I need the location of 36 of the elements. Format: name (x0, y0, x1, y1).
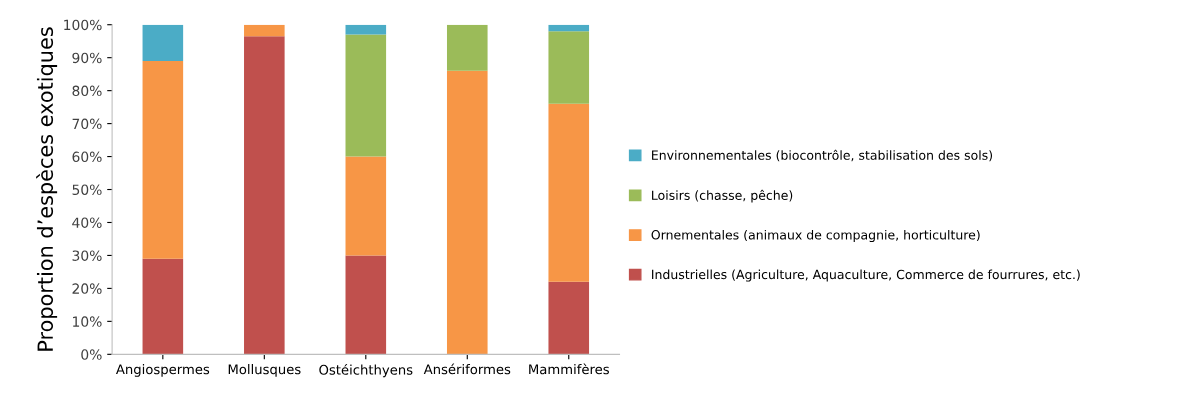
x-tick-label: Ansériformes (423, 363, 511, 375)
x-tick-label: Ostéichthyens (319, 364, 413, 378)
y-tick-label: 0% (81, 349, 102, 360)
y-tick-label: 50% (72, 184, 102, 195)
y-tick-label: 60% (72, 151, 102, 163)
y-axis-title: Proportion d’espèces exotiques (36, 27, 58, 351)
bar (345, 156, 387, 256)
bar (548, 103, 590, 282)
bar (142, 258, 184, 355)
y-tick-label: 80% (72, 85, 102, 97)
legend-label: Industrielles (Agriculture, Aquaculture, Commerce de fourrures, etc.) (652, 269, 1080, 282)
y-tick-label: 40% (72, 217, 102, 228)
legend-label: Environnementales (biocontrôle, stabilisation des sols) (652, 149, 993, 162)
bar (345, 255, 387, 355)
legend-label: Loisirs (chasse, pêche) (652, 189, 793, 203)
bar (244, 24, 285, 37)
bar (446, 70, 488, 355)
bar (142, 24, 184, 61)
bar (548, 281, 590, 355)
bar (548, 24, 590, 32)
y-tick-label: 10% (73, 316, 102, 327)
bar (142, 60, 184, 259)
legend-label: Ornementales (animaux de compagnie, horticulture) (651, 229, 980, 242)
bar (446, 24, 488, 71)
x-tick-label: Mollusques (228, 364, 301, 377)
y-tick-label: 20% (72, 283, 102, 294)
bar (548, 31, 590, 104)
y-tick-label: 100% (64, 19, 102, 31)
x-tick-label: Angiospermes (115, 364, 210, 377)
x-tick-label: Mammifères (529, 363, 609, 375)
y-tick-label: 70% (72, 118, 102, 130)
y-tick-label: 30% (72, 250, 102, 261)
bar (345, 24, 387, 35)
bar (345, 34, 387, 157)
bar (244, 36, 285, 355)
y-tick-label: 90% (72, 52, 102, 64)
